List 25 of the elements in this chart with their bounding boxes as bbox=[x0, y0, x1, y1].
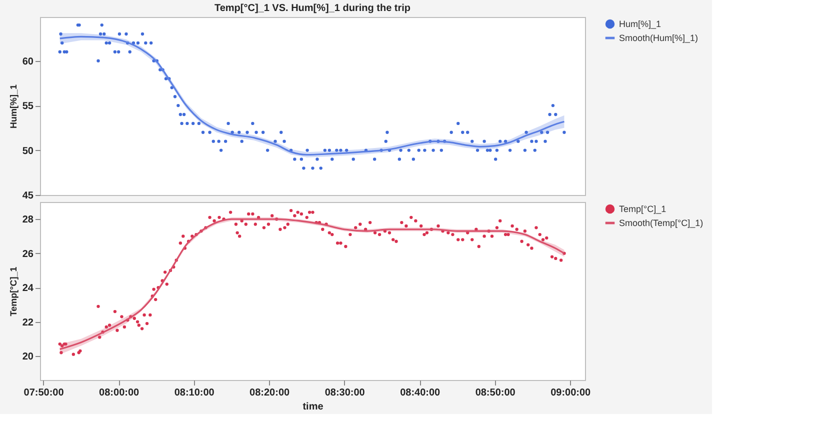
x-tick-label: 07:50:00 bbox=[24, 388, 64, 398]
y-axis-title: Hum[%]_1 bbox=[8, 84, 18, 129]
x-tick-label: 08:10:00 bbox=[174, 388, 215, 398]
legend-label: Smooth(Hum[%]_1) bbox=[619, 33, 698, 43]
y-tick-label: 45 bbox=[22, 190, 34, 202]
legend-label: Temp[°C]_1 bbox=[619, 204, 666, 214]
y-tick-label: 50 bbox=[22, 146, 34, 157]
chart-title: Temp[°C]_1 VS. Hum[%]_1 during the trip bbox=[214, 3, 411, 14]
x-tick-label: 08:20:00 bbox=[250, 388, 290, 398]
y-tick-label: 22 bbox=[22, 317, 34, 328]
legend-label: Smooth(Temp[°C]_1) bbox=[619, 218, 704, 228]
x-tick-label: 08:30:00 bbox=[324, 388, 366, 398]
y-tick-label: 28 bbox=[22, 214, 34, 226]
y-tick-label: 20 bbox=[22, 352, 34, 363]
y-tick-label: 60 bbox=[22, 56, 34, 68]
x-axis-title: time bbox=[302, 402, 324, 412]
x-tick-label: 08:40:00 bbox=[400, 388, 441, 398]
y-tick-label: 26 bbox=[22, 248, 34, 260]
x-tick-label: 08:50:00 bbox=[475, 388, 516, 398]
x-tick-label: 08:00:00 bbox=[99, 388, 140, 398]
y-tick-label: 55 bbox=[22, 101, 34, 112]
y-axis-title: Temp[°C]_1 bbox=[8, 266, 18, 316]
y-tick-label: 24 bbox=[22, 283, 34, 294]
legend-label: Hum[%]_1 bbox=[619, 19, 662, 29]
x-tick-label: 09:00:00 bbox=[550, 388, 592, 398]
